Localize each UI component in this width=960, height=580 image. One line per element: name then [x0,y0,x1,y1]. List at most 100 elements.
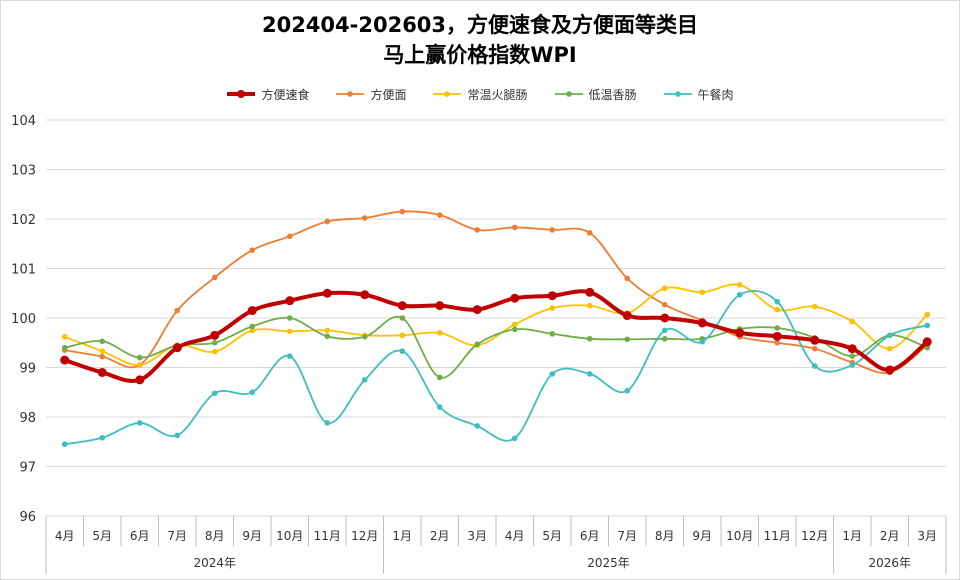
data-point [322,288,332,298]
data-point [922,337,932,347]
x-tick-label: 11月 [764,529,791,543]
year-group-label: 2025年 [587,556,630,570]
data-point [622,311,632,321]
data-point [847,344,857,354]
y-tick-label: 97 [19,461,36,476]
data-point [61,334,68,340]
legend-swatch-marker [237,90,246,98]
x-tick-label: 6月 [130,529,150,543]
legend-item: 方便面 [335,85,406,103]
legend-swatch [663,91,692,97]
data-point [211,390,218,397]
data-point [211,348,218,355]
data-point [99,338,106,345]
data-point [286,328,293,335]
x-tick-label: 2月 [880,529,900,543]
data-point [211,274,218,281]
data-point [549,371,556,377]
data-point [624,275,631,282]
data-point [399,332,406,339]
data-point [661,335,668,342]
data-point [772,331,782,341]
data-point [249,323,256,330]
legend-swatch-marker [565,91,572,97]
data-point [849,318,856,325]
data-point [886,345,893,352]
x-tick-label: 5月 [92,529,112,543]
x-tick-label: 10月 [276,529,303,543]
data-point [399,348,406,354]
data-point [174,307,181,314]
data-point [211,339,218,346]
x-tick-label: 12月 [351,529,378,543]
data-point [511,435,518,442]
legend-item: 午餐肉 [663,85,734,103]
legend-item: 低温香肠 [554,85,637,103]
legend-swatch [336,91,365,97]
x-tick-label: 5月 [542,529,562,543]
x-tick-label: 12月 [801,529,828,543]
data-point [60,355,70,365]
chart-title-line-1: 202404-202603，方便速食及方便面等类目 [261,13,699,37]
legend-swatch-marker [444,91,451,97]
legend-label: 午餐肉 [697,87,734,102]
legend-label: 方便速食 [261,87,310,102]
data-point [361,334,368,340]
data-point [697,318,707,328]
data-point [811,363,818,369]
x-tick-label: 8月 [655,529,675,543]
data-point [136,362,143,368]
data-point [886,332,893,339]
data-point [586,371,593,377]
data-point [735,328,745,338]
data-point [699,289,706,296]
y-tick-label: 96 [19,510,36,525]
chart-title-line-2: 马上赢价格指数WPI [383,43,577,67]
x-tick-label: 11月 [314,529,341,543]
x-tick-label: 3月 [917,529,937,543]
data-point [436,330,443,336]
data-point [510,293,520,303]
data-point [661,285,668,292]
data-point [136,420,143,426]
legend-swatch-marker [347,91,354,97]
data-point [360,290,370,300]
data-point [660,313,670,323]
data-point [924,322,931,329]
data-point [249,247,256,253]
legend-item: 方便速食 [226,85,309,103]
data-point [585,287,595,297]
series-1 [61,208,931,376]
y-tick-label: 99 [19,362,36,377]
data-point [624,387,631,394]
data-point [472,305,482,315]
x-tick-label: 4月 [55,529,75,543]
data-point [399,315,406,321]
data-point [399,208,406,215]
data-point [586,230,593,236]
data-point [361,215,368,221]
data-point [436,212,443,218]
data-point [774,325,781,331]
data-point [549,227,556,233]
legend-swatch-marker [674,91,681,97]
chart-legend: 方便速食 方便面 常温火腿肠 低温香肠 午餐肉 [0,85,960,103]
data-point [99,348,106,354]
x-tick-label: 6月 [580,529,600,543]
data-point [661,327,668,334]
data-point [172,343,182,353]
data-point [849,353,856,359]
data-point [511,321,518,328]
data-point [885,365,895,375]
data-point [774,339,781,346]
data-point [811,303,818,310]
data-point [324,327,331,334]
data-point [736,282,743,288]
data-point [511,224,518,231]
data-point [586,302,593,309]
data-point [97,367,107,377]
data-point [586,335,593,342]
data-point [324,420,331,426]
data-point [474,341,481,348]
x-tick-label: 10月 [726,529,753,543]
